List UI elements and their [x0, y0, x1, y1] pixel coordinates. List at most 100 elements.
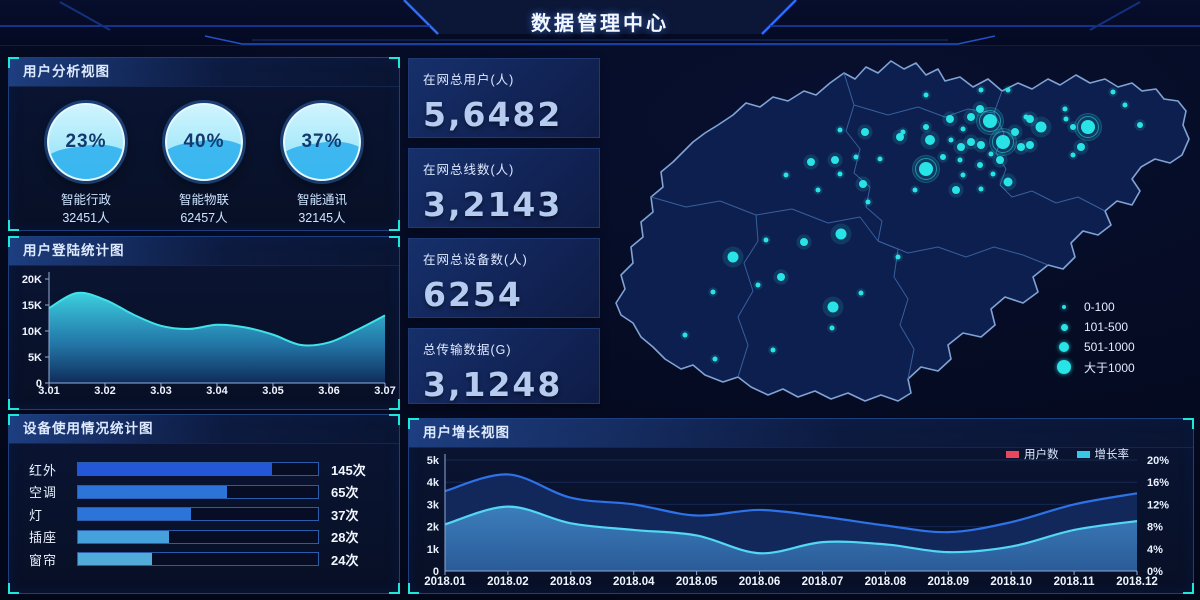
map-bubble[interactable]	[710, 354, 720, 364]
map-bubble[interactable]	[963, 109, 979, 125]
map-bubble[interactable]	[920, 121, 932, 133]
map-bubble[interactable]	[988, 169, 998, 179]
device-value: 24次	[331, 552, 359, 568]
map-bubble[interactable]	[1003, 85, 1013, 95]
map-bubble[interactable]	[973, 137, 989, 153]
map-bubble[interactable]	[1120, 100, 1130, 110]
svg-text:12%: 12%	[1147, 499, 1169, 511]
map-bubble[interactable]	[976, 107, 1004, 135]
map-bubble[interactable]	[796, 234, 812, 250]
map-bubble[interactable]	[992, 152, 1008, 168]
device-label: 灯	[29, 507, 44, 523]
svg-text:5k: 5k	[427, 455, 440, 467]
legend-label: 大于1000	[1084, 360, 1135, 375]
panel-title-login-stats: 用户登陆统计图	[9, 237, 399, 266]
gauge-percent: 37%	[301, 131, 343, 152]
map-bubble[interactable]	[986, 149, 996, 159]
svg-text:3.05: 3.05	[262, 385, 283, 397]
map-bubble[interactable]	[835, 169, 845, 179]
map-bubble[interactable]	[863, 197, 873, 207]
map-bubble[interactable]	[948, 182, 964, 198]
legend-item-growth-rate[interactable]: 增长率	[1076, 446, 1129, 462]
map-bubble[interactable]	[827, 323, 837, 333]
map-bubble[interactable]	[946, 135, 956, 145]
map-bubble[interactable]	[835, 125, 845, 135]
region-bubble-map[interactable]: 0-100 101-500 501-1000 大于1000	[608, 45, 1196, 413]
bar-track	[77, 529, 319, 544]
map-bubble[interactable]	[857, 124, 873, 140]
map-bubble[interactable]	[768, 345, 778, 355]
map-bubble[interactable]	[773, 269, 789, 285]
map-bubble[interactable]	[955, 155, 965, 165]
map-bubble[interactable]	[937, 151, 949, 163]
map-bubble[interactable]	[1022, 137, 1038, 153]
map-bubble[interactable]	[855, 176, 871, 192]
map-bubble[interactable]	[1074, 113, 1102, 141]
map-bubble[interactable]	[851, 152, 861, 162]
svg-text:2018.08: 2018.08	[865, 576, 907, 588]
legend-label: 501-1000	[1084, 340, 1135, 354]
map-bubble[interactable]	[893, 252, 903, 262]
map-bubble[interactable]	[910, 185, 920, 195]
map-bubble[interactable]	[920, 130, 940, 150]
svg-text:3.03: 3.03	[150, 385, 171, 397]
device-value: 37次	[331, 507, 359, 523]
map-bubble[interactable]	[1073, 139, 1089, 155]
map-bubble[interactable]	[708, 287, 718, 297]
map-bubble[interactable]	[1013, 139, 1029, 155]
map-bubble[interactable]	[722, 246, 744, 268]
map-bubble[interactable]	[976, 184, 986, 194]
map-bubble[interactable]	[813, 185, 823, 195]
map-bubble[interactable]	[921, 90, 931, 100]
map-bubble[interactable]	[1030, 116, 1052, 138]
svg-text:4k: 4k	[427, 477, 440, 489]
map-bubble[interactable]	[1061, 114, 1071, 124]
svg-text:2018.12: 2018.12	[1116, 576, 1158, 588]
device-bar-row: 窗帘 24次	[29, 548, 379, 571]
map-bubble[interactable]	[1067, 121, 1079, 133]
map-bubble[interactable]	[875, 154, 885, 164]
map-bubble[interactable]	[680, 330, 690, 340]
map-bubble[interactable]	[953, 139, 969, 155]
device-label: 红外	[29, 462, 58, 478]
legend-item-users[interactable]: 用户数	[1006, 446, 1059, 462]
map-bubble[interactable]	[856, 288, 866, 298]
map-bubble[interactable]	[912, 155, 940, 183]
map-bubble[interactable]	[976, 85, 986, 95]
map-bubble[interactable]	[999, 173, 1017, 191]
map-bubble[interactable]	[830, 223, 852, 245]
map-bubble[interactable]	[1068, 150, 1078, 160]
map-bubble[interactable]	[892, 129, 908, 145]
map-bubble[interactable]	[803, 154, 819, 170]
map-bubble[interactable]	[1134, 119, 1146, 131]
map-bubble[interactable]	[1108, 87, 1118, 97]
svg-text:3.04: 3.04	[206, 385, 228, 397]
map-bubble[interactable]	[1022, 111, 1038, 127]
map-bubble[interactable]	[753, 280, 763, 290]
gauge-count: 32145人	[298, 211, 346, 226]
stat-label: 总传输数据(G)	[423, 343, 512, 357]
stat-card-total-users: 在网总用户(人) 5,6482	[408, 58, 600, 138]
map-bubble[interactable]	[1060, 104, 1070, 114]
device-bar-list: 红外 145次 空调 65次 灯 37次 插座 28次 窗帘	[9, 444, 399, 571]
map-bubble[interactable]	[827, 152, 843, 168]
device-bar-row: 空调 65次	[29, 481, 379, 504]
svg-text:16%: 16%	[1147, 477, 1169, 489]
map-bubble[interactable]	[958, 124, 968, 134]
panel-title-device-usage: 设备使用情况统计图	[9, 415, 399, 444]
corner-accent	[8, 583, 19, 594]
header-decor	[0, 0, 1200, 46]
map-bubble[interactable]	[822, 296, 844, 318]
map-bubble[interactable]	[898, 127, 908, 137]
map-bubble[interactable]	[958, 170, 968, 180]
map-bubble[interactable]	[974, 159, 986, 171]
corner-accent	[389, 414, 400, 425]
login-area-chart: 0 5K 10K 15K 20K 3.01 3.02 3.03 3.04 3.05 3.06 3.07	[22, 272, 396, 397]
map-bubble[interactable]	[781, 170, 791, 180]
map-bubble[interactable]	[942, 111, 958, 127]
map-bubble[interactable]	[989, 128, 1017, 156]
map-bubble[interactable]	[963, 134, 979, 150]
liquid-gauge: 40%	[165, 103, 243, 181]
map-bubble[interactable]	[761, 235, 771, 245]
gauge-admin: 23% 智能行政 32451人	[31, 103, 141, 227]
